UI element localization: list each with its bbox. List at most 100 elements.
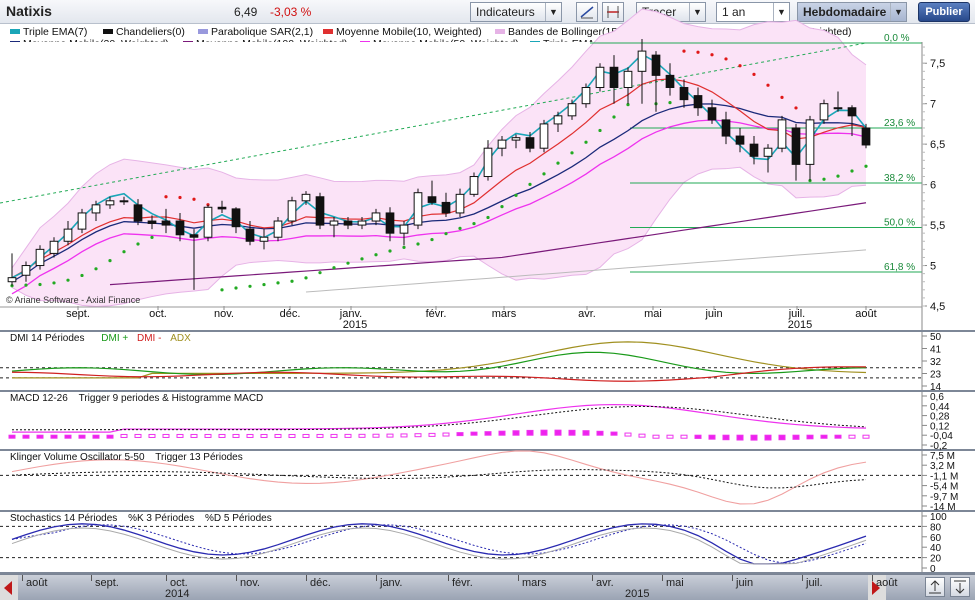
sar-dot — [402, 245, 406, 249]
macd-histogram-bar — [512, 430, 520, 436]
candle-body — [609, 66, 619, 89]
candle-body — [735, 135, 745, 145]
candle-body — [91, 204, 101, 214]
nav-month-label: oct. — [170, 577, 188, 589]
trendline-tool-button[interactable] — [576, 2, 598, 22]
panel-y-label: -0,2 — [930, 441, 948, 452]
stochastic-panel-title: Stochastics 14 Périodes %K 3 Périodes %D… — [10, 513, 272, 524]
nav-month-label: janv. — [380, 577, 403, 589]
macd-histogram-bar — [50, 434, 58, 439]
nav-tick — [236, 575, 237, 581]
panel-y-label: 40 — [930, 543, 942, 554]
macd-histogram-bar — [190, 433, 198, 438]
macd-histogram-bar — [498, 430, 506, 436]
nav-tick — [518, 575, 519, 581]
legend-item[interactable]: Triple EMA(7) — [10, 26, 87, 38]
macd-histogram-bar — [386, 433, 394, 438]
legend-label: Parabolique SAR(2,1) — [211, 26, 314, 38]
candle-body — [133, 204, 143, 222]
candle-body — [721, 119, 731, 137]
chevron-down-icon: ▼ — [773, 3, 789, 21]
macd-histogram-bar — [736, 434, 744, 441]
sar-dot — [668, 101, 672, 105]
nav-month-label: avr. — [596, 577, 614, 589]
fibonacci-trend-line — [0, 42, 867, 204]
zoom-in-button[interactable] — [925, 577, 945, 597]
sar-dot — [136, 242, 140, 246]
candle-body — [371, 212, 381, 222]
panel-y-label: 60 — [930, 533, 942, 544]
horizontal-line-tool-button[interactable] — [602, 2, 624, 22]
legend-item[interactable]: Chandeliers(0) — [103, 26, 185, 38]
sar-dot — [500, 205, 504, 209]
macd-histogram-bar — [358, 433, 366, 438]
macd-histogram-bar — [582, 430, 590, 436]
candle-body — [427, 196, 437, 203]
candle-body — [833, 107, 843, 110]
panel-y-label: -0,04 — [930, 431, 953, 442]
macd-histogram-bar — [484, 431, 492, 436]
candle-body — [413, 192, 423, 226]
sar-dot — [794, 106, 798, 110]
adx-line — [12, 341, 867, 379]
panel-y-label: 0,44 — [930, 402, 950, 413]
candle-body — [21, 265, 31, 276]
sar-dot — [528, 182, 532, 186]
bollinger-lower-band — [11, 166, 867, 307]
candle-body — [399, 224, 409, 234]
sar-dot — [374, 253, 378, 257]
frequency-select[interactable]: Hebdomadaire ▼ — [797, 2, 907, 22]
macd-histogram-bar — [568, 429, 576, 436]
sar-dot — [234, 286, 238, 290]
legend-swatch — [495, 28, 505, 34]
sar-dot — [486, 215, 490, 220]
candle-body — [847, 107, 857, 117]
macd-histogram-bar — [554, 429, 562, 436]
zoom-in-icon — [929, 580, 941, 594]
panel-y-label: 14 — [930, 382, 942, 393]
candle-body — [553, 115, 563, 125]
fibonacci-level-label: 61,8 % — [884, 262, 915, 273]
sar-dot — [570, 151, 574, 155]
nav-month-label: sept. — [95, 577, 119, 589]
legend-label: Moyenne Mobile(10, Weighted) — [336, 26, 482, 38]
nav-right-handle[interactable] — [868, 575, 886, 600]
zoom-out-button[interactable] — [950, 577, 970, 597]
panel-y-label: -9,7 M — [930, 492, 958, 503]
nav-left-handle[interactable] — [0, 575, 18, 600]
legend-item[interactable]: Moyenne Mobile(10, Weighted) — [323, 26, 482, 38]
x-tick-label: juil. — [788, 308, 806, 320]
legend-swatch — [323, 28, 333, 34]
candle-body — [147, 220, 157, 224]
macd-histogram-bar — [344, 433, 352, 438]
sar-dot — [444, 232, 448, 236]
candle-body — [203, 206, 213, 238]
panel-y-label: 23 — [930, 370, 942, 381]
macd-histogram-bar — [708, 434, 716, 440]
candle-body — [105, 200, 115, 206]
period-select[interactable]: 1 an ▼ — [716, 2, 790, 22]
stock-change: -3,03 % — [270, 5, 312, 19]
sar-dot — [416, 242, 420, 246]
dmi-minus-line — [11, 366, 867, 382]
publish-button[interactable]: Publier — [918, 2, 970, 22]
indicators-dropdown[interactable]: Indicateurs ▼ — [470, 2, 562, 22]
x-tick-label: janv. — [339, 308, 362, 320]
sar-dot — [430, 237, 434, 242]
candle-body — [315, 196, 325, 226]
x-year-label: 2015 — [343, 319, 367, 331]
macd-histogram-bar — [442, 432, 450, 437]
period-label: 1 an — [722, 5, 746, 19]
nav-month-label: août — [876, 577, 898, 589]
stock-price: 6,49 — [234, 5, 258, 19]
x-tick-label: juin — [704, 308, 722, 320]
x-tick-label: févr. — [426, 308, 447, 320]
sar-dot — [262, 282, 266, 287]
legend-item[interactable]: Parabolique SAR(2,1) — [198, 26, 313, 38]
watermark: © Ariane Software - Axial Finance — [6, 295, 141, 305]
sar-dot — [850, 169, 854, 173]
candle-body — [245, 228, 255, 242]
sar-dot — [52, 281, 56, 285]
time-navigator[interactable]: août sept. oct. nov. déc. janv. févr. mars avr. m… — [0, 574, 975, 600]
